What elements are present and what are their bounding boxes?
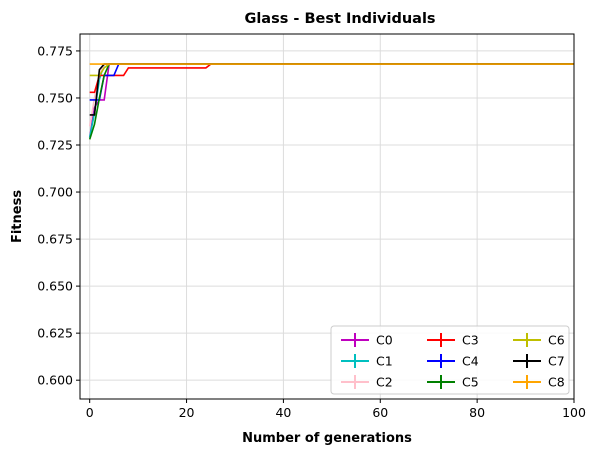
- x-tick-label: 20: [179, 405, 195, 420]
- series-line-c0: [88, 63, 574, 138]
- y-tick-label: 0.775: [37, 43, 73, 58]
- y-tick-label: 0.750: [37, 90, 73, 105]
- legend-label: C6: [548, 333, 565, 348]
- legend-entry-c7: C7: [513, 354, 565, 369]
- legend-entry-c5: C5: [427, 375, 479, 390]
- x-tick-label: 0: [86, 405, 94, 420]
- y-tick-label: 0.600: [37, 373, 73, 388]
- legend-label: C2: [376, 375, 393, 390]
- legend-entry-c4: C4: [427, 354, 479, 369]
- y-tick-label: 0.650: [37, 279, 73, 294]
- series-line-c3: [89, 63, 574, 94]
- y-tick-label: 0.675: [37, 232, 73, 247]
- legend-label: C4: [462, 354, 479, 369]
- legend-label: C3: [462, 333, 479, 348]
- series-line-c4: [89, 63, 574, 101]
- series-line-c1: [88, 63, 574, 138]
- series-lines: [88, 63, 574, 140]
- axis-ticks: 0 20 40 60 80 100 0.600 0.625 0.650 0.675 0.700 0.7…: [37, 43, 586, 420]
- legend-entry-c0: C0: [341, 333, 393, 348]
- legend-entry-c1: C1: [341, 354, 393, 369]
- y-tick-label: 0.700: [37, 185, 73, 200]
- x-tick-label: 40: [275, 405, 291, 420]
- x-tick-label: 60: [372, 405, 388, 420]
- legend-label: C5: [462, 375, 479, 390]
- legend-entry-c3: C3: [427, 333, 479, 348]
- legend-label: C7: [548, 354, 565, 369]
- series-line-c2: [88, 63, 574, 127]
- y-tick-label: 0.625: [37, 326, 73, 341]
- series-line-c7: [89, 63, 574, 116]
- series-line-c5: [88, 63, 574, 140]
- x-axis-label: Number of generations: [242, 431, 412, 446]
- plot-frame: [79, 33, 575, 400]
- x-tick-label: 80: [469, 405, 485, 420]
- legend-entry-c6: C6: [513, 333, 565, 348]
- legend-label: C0: [376, 333, 393, 348]
- series-line-c6: [89, 63, 574, 77]
- y-axis-label: Fitness: [10, 190, 25, 243]
- x-tick-label: 100: [562, 405, 586, 420]
- legend-entry-c8: C8: [513, 375, 565, 390]
- legend-label: C8: [548, 375, 565, 390]
- y-tick-label: 0.725: [37, 138, 73, 153]
- chart-title: Glass - Best Individuals: [244, 11, 435, 27]
- legend: C0 C1 C2 C3 C4 C5 C6 C7 C8: [330, 325, 570, 395]
- legend-entry-c2: C2: [341, 375, 393, 390]
- legend-label: C1: [376, 354, 393, 369]
